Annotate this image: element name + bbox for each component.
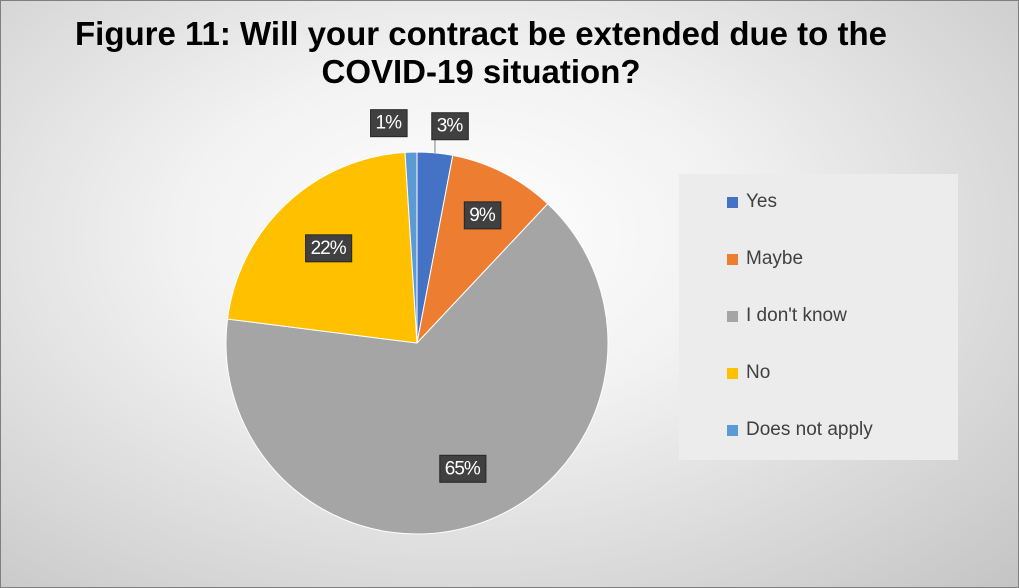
data-label-maybe: 9% xyxy=(463,201,502,230)
legend-swatch xyxy=(727,253,738,265)
data-label-box xyxy=(305,234,353,263)
data-label-box xyxy=(439,454,487,483)
chart-title: Figure 11: Will your contract be extende… xyxy=(75,15,887,90)
pie-slice-does-not-apply xyxy=(404,151,418,344)
data-label-box xyxy=(431,112,469,141)
data-label-box xyxy=(370,109,408,138)
data-label-text: 9% xyxy=(469,205,496,226)
legend-label: I don't know xyxy=(746,305,847,326)
legend-label: No xyxy=(746,362,771,383)
data-label-text: 22% xyxy=(311,238,347,259)
legend-swatch xyxy=(727,367,738,379)
data-label-text: 3% xyxy=(437,116,464,137)
legend-item-maybe: Maybe xyxy=(727,248,803,270)
legend: Yes Maybe I don't know No Does not apply xyxy=(679,174,958,460)
legend-item-no: No xyxy=(727,362,770,384)
data-label-yes: 3% xyxy=(431,112,469,141)
legend-label: Maybe xyxy=(746,248,804,269)
legend-item-does-not-apply: Does not apply xyxy=(727,419,873,441)
data-label-no: 22% xyxy=(305,234,353,263)
data-label-text: 65% xyxy=(445,458,481,479)
legend-label: Does not apply xyxy=(746,419,873,440)
legend-item-yes: Yes xyxy=(727,191,777,213)
data-label-i-don-t-know: 65% xyxy=(439,454,487,483)
legend-label: Yes xyxy=(746,191,777,212)
data-label-box xyxy=(463,201,502,230)
pie-slice-i-don-t-know xyxy=(225,203,609,535)
legend-swatch xyxy=(727,196,738,208)
legend-item-i-don-t-know: I don't know xyxy=(727,305,847,327)
data-label-does-not-apply: 1% xyxy=(370,109,408,138)
legend-swatch xyxy=(727,424,738,436)
legend-swatch xyxy=(727,310,738,322)
data-label-text: 1% xyxy=(376,113,403,134)
pie-slice-maybe xyxy=(416,154,549,345)
